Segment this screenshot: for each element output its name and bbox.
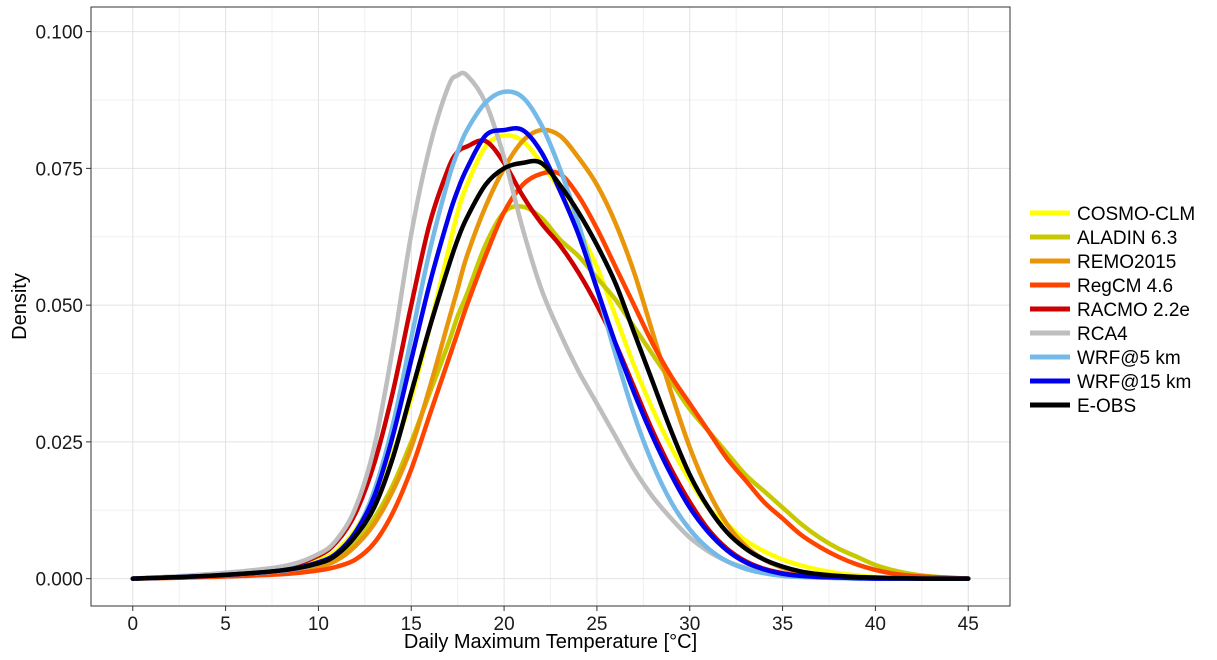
x-tick-label: 15 <box>401 614 422 635</box>
series-line-e-obs <box>130 158 971 581</box>
y-tick-label: 0.000 <box>35 570 83 591</box>
y-tick-label: 0.075 <box>35 159 83 180</box>
y-tick-label: 0.025 <box>35 433 83 454</box>
legend-label: RACMO 2.2e <box>1077 300 1190 321</box>
y-tick-label: 0.100 <box>35 23 83 44</box>
series-lines <box>130 70 971 581</box>
legend-label: WRF@15 km <box>1077 372 1191 393</box>
x-tick-label: 0 <box>127 614 138 635</box>
plot-frame <box>90 6 1011 607</box>
x-tick-label: 35 <box>772 614 793 635</box>
series-line-aladin-6-3 <box>130 203 971 581</box>
grid <box>91 7 1010 606</box>
legend-label: E-OBS <box>1077 396 1136 417</box>
x-axis-title: Daily Maximum Temperature [°C] <box>404 631 697 653</box>
x-tick-label: 5 <box>220 614 231 635</box>
y-axis-title: Density <box>9 273 31 340</box>
x-tick-label: 45 <box>958 614 979 635</box>
legend-label: WRF@5 km <box>1077 348 1181 369</box>
legend-label: RegCM 4.6 <box>1077 276 1173 297</box>
series-line-regcm-4-6 <box>130 169 971 581</box>
x-tick-label: 20 <box>494 614 515 635</box>
x-tick-label: 40 <box>865 614 886 635</box>
axis-ticks: 0 5 10 15 20 25 30 35 40 45 0.000 0.025 0.050 0.075 0.… <box>35 23 978 635</box>
x-tick-label: 25 <box>586 614 607 635</box>
legend-label: ALADIN 6.3 <box>1077 228 1177 249</box>
x-tick-label: 10 <box>308 614 329 635</box>
x-tick-label: 30 <box>679 614 700 635</box>
y-tick-label: 0.050 <box>35 296 83 317</box>
legend: COSMO-CLM ALADIN 6.3 REMO2015 RegCM 4.6 RACM… <box>1030 204 1195 417</box>
legend-label: RCA4 <box>1077 324 1128 345</box>
legend-label: COSMO-CLM <box>1077 204 1195 225</box>
legend-label: REMO2015 <box>1077 252 1176 273</box>
